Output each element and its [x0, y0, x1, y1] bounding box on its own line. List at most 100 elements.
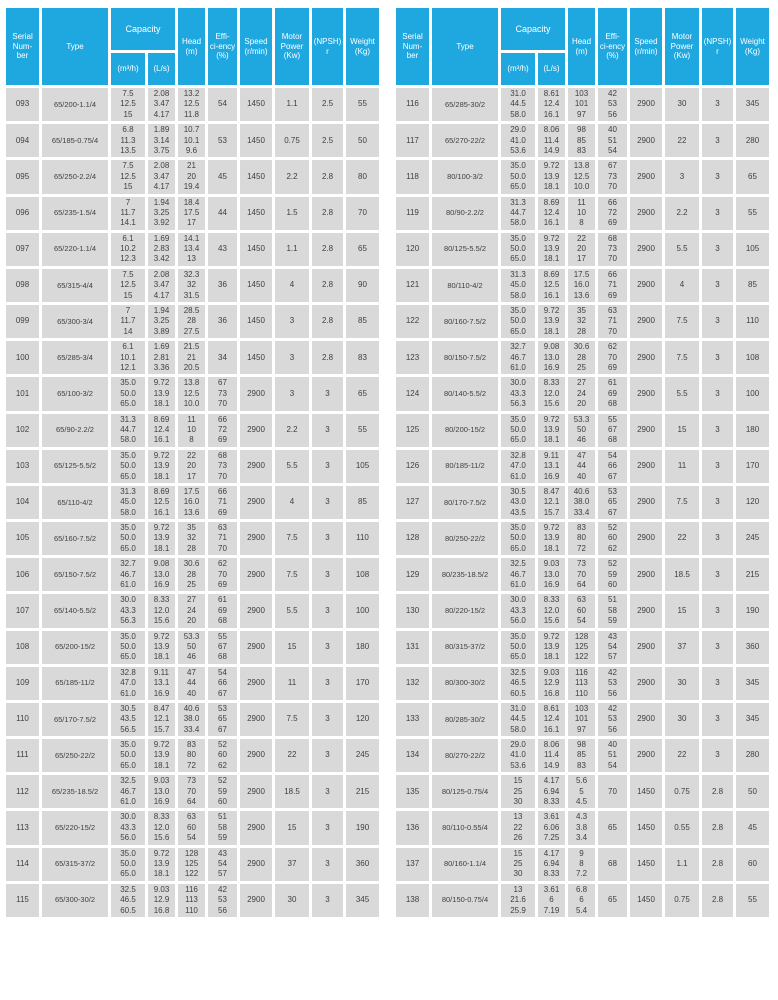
table-row: 112 65/235-18.5/2 32.5 46.7 61.0 9.03 13.0 … — [6, 775, 379, 809]
eff-cell: 43 — [208, 232, 237, 266]
type-cell: 80/160-7.5/2 — [432, 305, 498, 339]
m3h-cell: 35.0 50.0 65.0 — [111, 449, 145, 483]
power-cell: 37 — [275, 847, 309, 881]
table-row: 122 80/160-7.5/2 35.0 50.0 65.0 9.72 13.9 1… — [396, 305, 769, 339]
table-body: 093 65/200-1.1/4 7.5 12.5 15 2.08 3.47 4.17… — [6, 88, 379, 917]
table-header: Serial Num- ber Type Capacity (m³/h) (L/… — [396, 8, 769, 85]
npsh-cell: 3 — [312, 413, 343, 447]
serial-cell: 106 — [6, 558, 39, 592]
speed-cell: 1450 — [630, 883, 662, 917]
power-cell: 15 — [665, 413, 699, 447]
weight-cell: 70 — [346, 196, 379, 230]
speed-cell: 1450 — [630, 811, 662, 845]
weight-cell: 245 — [346, 739, 379, 773]
m3h-cell: 29.0 41.0 53.6 — [501, 124, 535, 158]
serial-cell: 117 — [396, 124, 429, 158]
weight-cell: 65 — [346, 377, 379, 411]
ls-cell: 9.03 12.9 16.8 — [148, 883, 175, 917]
type-cell: 80/150-0.75/4 — [432, 883, 498, 917]
weight-cell: 50 — [346, 124, 379, 158]
power-cell: 22 — [665, 739, 699, 773]
ls-cell: 9.03 12.9 16.8 — [538, 666, 565, 700]
eff-cell: 55 67 68 — [598, 413, 627, 447]
npsh-cell: 3 — [702, 449, 733, 483]
eff-cell: 36 — [208, 268, 237, 303]
type-cell: 80/90-2.2/2 — [432, 196, 498, 230]
type-cell: 80/140-5.5/2 — [432, 377, 498, 411]
weight-cell: 105 — [736, 232, 769, 266]
table-body: 116 65/285-30/2 31.0 44.5 58.0 8.61 12.4 16… — [396, 88, 769, 917]
eff-cell: 43 54 57 — [208, 847, 237, 881]
power-cell: 3 — [275, 305, 309, 339]
npsh-cell: 3 — [702, 558, 733, 592]
weight-cell: 55 — [346, 88, 379, 122]
ls-cell: 9.08 13.0 16.9 — [148, 558, 175, 592]
col-capacity-m3h: (m³/h) — [111, 53, 145, 85]
serial-cell: 116 — [396, 88, 429, 122]
type-cell: 65/250-22/2 — [42, 739, 108, 773]
head-cell: 32.3 32 31.5 — [178, 268, 205, 303]
speed-cell: 2900 — [630, 485, 662, 520]
weight-cell: 80 — [346, 160, 379, 194]
table-row: 100 65/285-3/4 6.1 10.1 12.1 1.69 2.81 3.36… — [6, 341, 379, 375]
col-type: Type — [42, 8, 108, 85]
ls-cell: 1.69 2.81 3.36 — [148, 341, 175, 375]
table-row: 129 80/235-18.5/2 32.5 46.7 61.0 9.03 13.0 … — [396, 558, 769, 592]
table-row: 097 65/220-1.1/4 6.1 10.2 12.3 1.69 2.83 3.… — [6, 232, 379, 266]
head-cell: 22 20 17 — [568, 232, 595, 266]
type-cell: 65/220-1.1/4 — [42, 232, 108, 266]
ls-cell: 8.06 11.4 14.9 — [538, 124, 565, 158]
npsh-cell: 3 — [312, 558, 343, 592]
type-cell: 65/315-37/2 — [42, 847, 108, 881]
head-cell: 4.3 3.8 3.4 — [568, 811, 595, 845]
eff-cell: 52 59 60 — [208, 775, 237, 809]
speed-cell: 2900 — [630, 377, 662, 411]
type-cell: 80/250-22/2 — [432, 522, 498, 556]
serial-cell: 134 — [396, 739, 429, 773]
eff-cell: 51 58 59 — [208, 811, 237, 845]
eff-cell: 40 51 54 — [598, 124, 627, 158]
ls-cell: 9.08 13.0 16.9 — [538, 341, 565, 375]
ls-cell: 8.69 12.4 16.1 — [538, 196, 565, 230]
speed-cell: 2900 — [630, 558, 662, 592]
ls-cell: 8.33 12.0 15.6 — [538, 594, 565, 628]
ls-cell: 9.11 13.1 16.9 — [538, 449, 565, 483]
serial-cell: 107 — [6, 594, 39, 628]
table-row: 110 65/170-7.5/2 30.5 43.5 56.5 8.47 12.1 1… — [6, 702, 379, 737]
ls-cell: 9.03 13.0 16.9 — [148, 775, 175, 809]
eff-cell: 67 73 70 — [598, 160, 627, 194]
head-cell: 53.3 50 46 — [178, 630, 205, 664]
type-cell: 65/300-30/2 — [42, 883, 108, 917]
speed-cell: 1450 — [630, 775, 662, 809]
type-cell: 65/170-7.5/2 — [42, 702, 108, 737]
npsh-cell: 3 — [702, 666, 733, 700]
power-cell: 15 — [665, 594, 699, 628]
type-cell: 65/220-15/2 — [42, 811, 108, 845]
power-cell: 4 — [275, 268, 309, 303]
ls-cell: 4.17 6.94 8.33 — [538, 775, 565, 809]
eff-cell: 40 51 54 — [598, 739, 627, 773]
ls-cell: 1.69 2.83 3.42 — [148, 232, 175, 266]
speed-cell: 2900 — [630, 413, 662, 447]
head-cell: 14.1 13.4 13 — [178, 232, 205, 266]
m3h-cell: 30.0 43.3 56.0 — [111, 811, 145, 845]
ls-cell: 3.61 6.06 7.25 — [538, 811, 565, 845]
type-cell: 65/160-7.5/2 — [42, 522, 108, 556]
col-head: Head (m) — [178, 8, 205, 85]
serial-cell: 130 — [396, 594, 429, 628]
power-cell: 18.5 — [275, 775, 309, 809]
serial-cell: 098 — [6, 268, 39, 303]
serial-cell: 102 — [6, 413, 39, 447]
weight-cell: 280 — [736, 739, 769, 773]
eff-cell: 44 — [208, 196, 237, 230]
speed-cell: 2900 — [630, 196, 662, 230]
weight-cell: 60 — [736, 847, 769, 881]
speed-cell: 2900 — [630, 341, 662, 375]
power-cell: 2.2 — [275, 413, 309, 447]
ls-cell: 9.72 13.9 18.1 — [148, 739, 175, 773]
npsh-cell: 2.8 — [312, 341, 343, 375]
speed-cell: 2900 — [630, 666, 662, 700]
table-row: 099 65/300-3/4 7 11.7 14 1.94 3.25 3.89 28.5… — [6, 305, 379, 339]
head-cell: 83 80 72 — [178, 739, 205, 773]
ls-cell: 9.72 13.9 18.1 — [148, 377, 175, 411]
